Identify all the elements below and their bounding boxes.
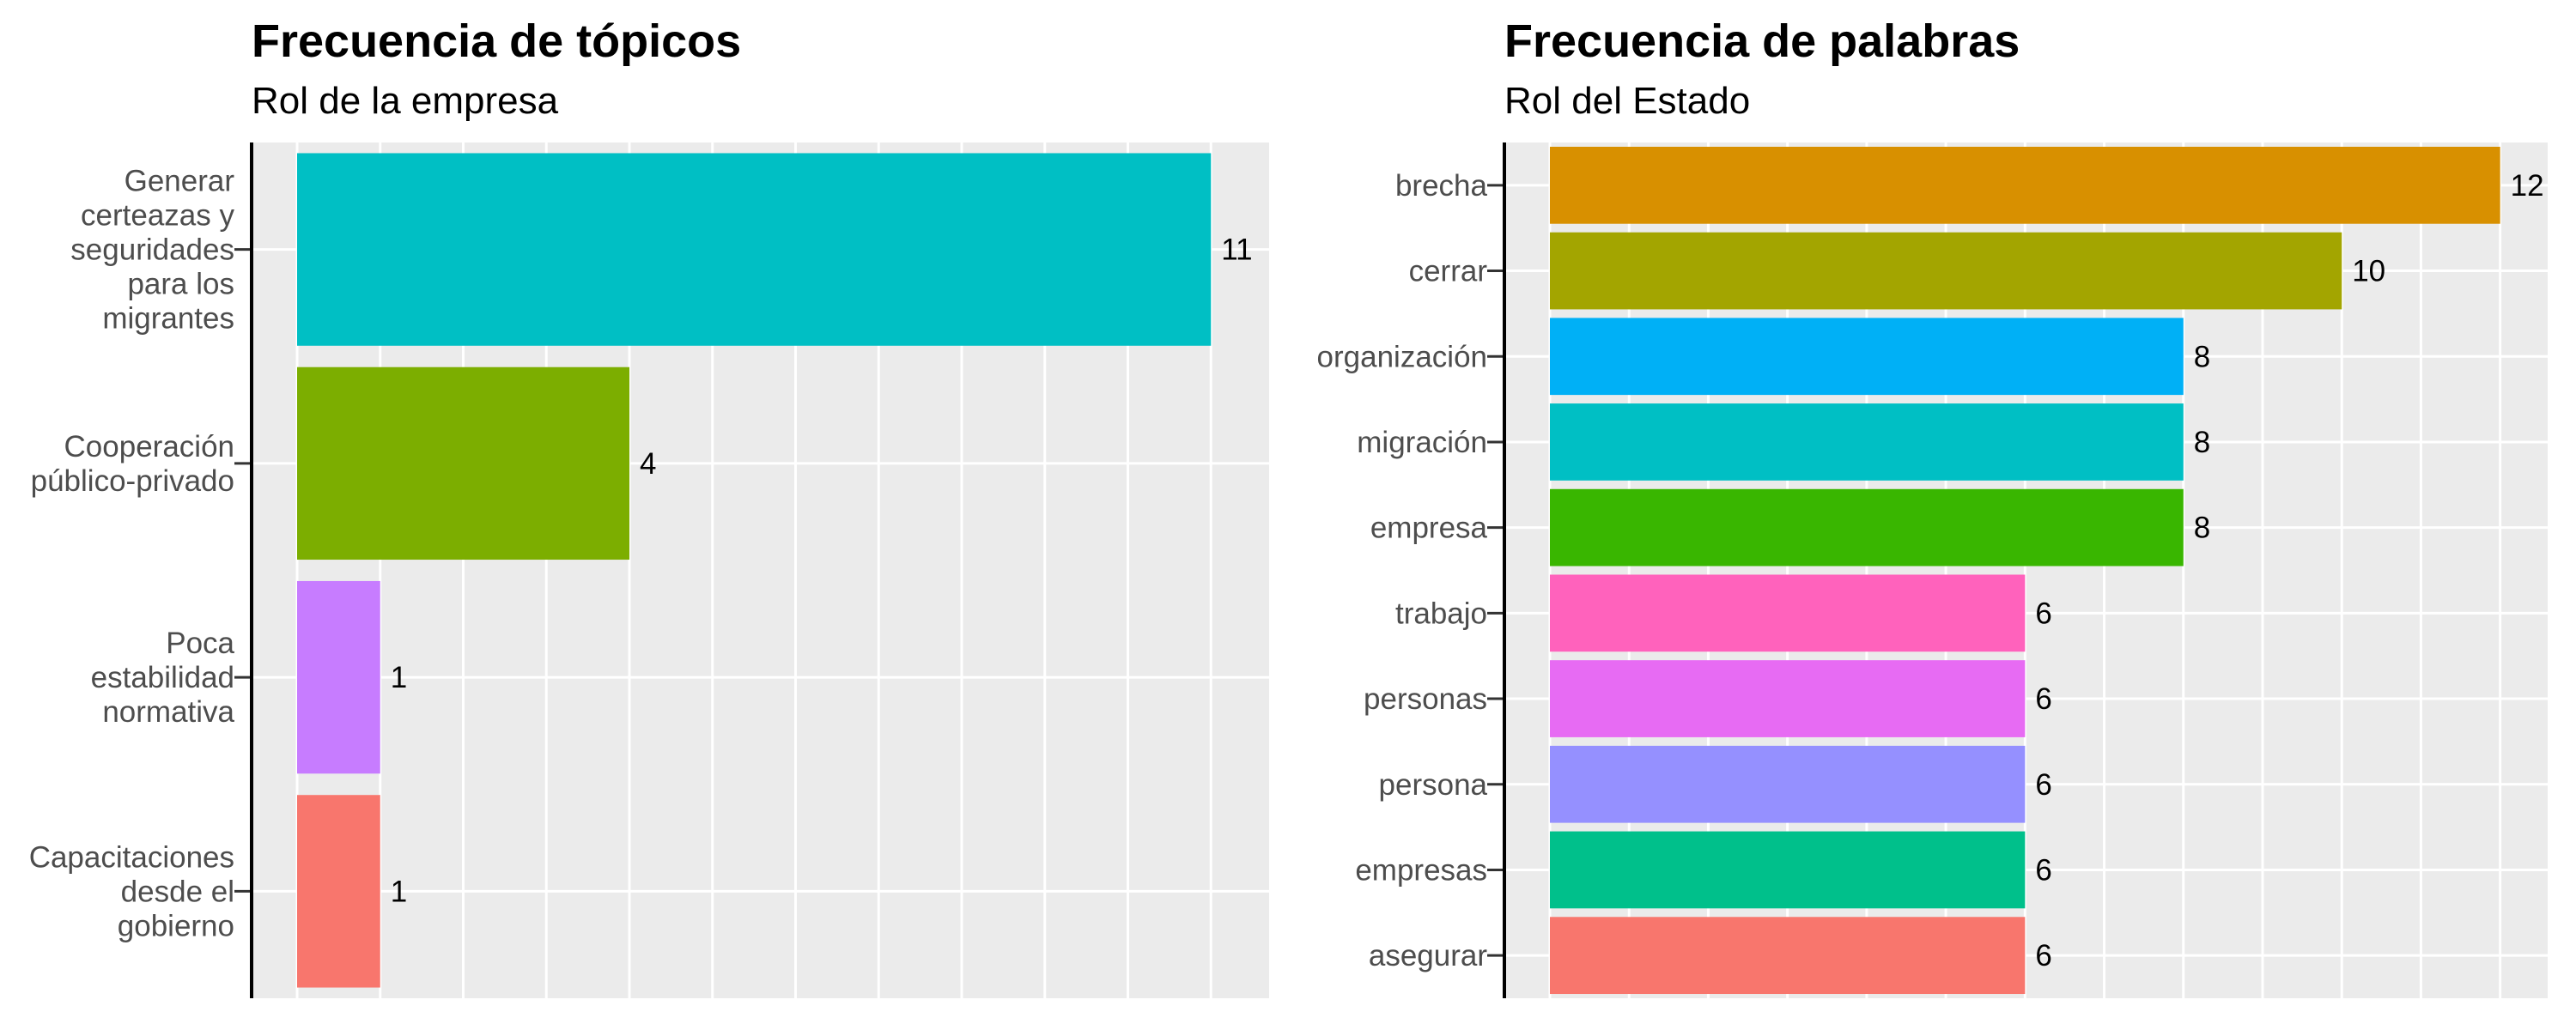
tick-label: persona bbox=[1379, 768, 1488, 802]
data-label: 8 bbox=[2194, 340, 2210, 373]
bar bbox=[297, 795, 380, 988]
tick-label: asegurar bbox=[1369, 939, 1487, 972]
tick-label: migración bbox=[1357, 426, 1487, 459]
chart-title: Frecuencia de palabras bbox=[1504, 15, 2020, 67]
data-label: 6 bbox=[2035, 768, 2051, 802]
chart-words: Frecuencia de palabras Rol del Estado 12 br… bbox=[1317, 15, 2548, 998]
bar bbox=[1550, 146, 2500, 224]
bar bbox=[1550, 574, 2026, 652]
tick-label: brecha bbox=[1395, 169, 1488, 203]
bar bbox=[1550, 403, 2184, 481]
bar bbox=[1550, 318, 2184, 396]
bar bbox=[1550, 745, 2026, 823]
bar bbox=[1550, 232, 2342, 310]
data-label: 6 bbox=[2035, 682, 2051, 716]
data-label: 10 bbox=[2352, 255, 2385, 288]
data-label: 8 bbox=[2194, 426, 2210, 459]
chart-subtitle: Rol del Estado bbox=[1504, 80, 1750, 122]
data-label: 12 bbox=[2511, 169, 2544, 203]
tick-label: trabajo bbox=[1395, 597, 1487, 630]
tick-label: cerrar bbox=[1409, 255, 1488, 288]
bar bbox=[297, 367, 630, 560]
data-label: 1 bbox=[391, 875, 407, 908]
data-label: 6 bbox=[2035, 939, 2051, 972]
chart-title: Frecuencia de tópicos bbox=[252, 15, 741, 67]
bar bbox=[297, 580, 380, 774]
tick-label: empresa bbox=[1370, 512, 1488, 545]
bar bbox=[297, 153, 1212, 346]
chart-subtitle: Rol de la empresa bbox=[252, 80, 559, 122]
data-label: 4 bbox=[640, 447, 656, 481]
tick-label: Cooperación público-privado bbox=[31, 430, 234, 498]
tick-label: Capacitaciones desde el gobierno bbox=[29, 840, 234, 942]
tick-label: Generar certeazas y seguridades para los mig… bbox=[70, 165, 234, 336]
data-label: 1 bbox=[391, 661, 407, 694]
data-label: 6 bbox=[2035, 853, 2051, 887]
bar bbox=[1550, 488, 2184, 566]
data-label: 11 bbox=[1221, 233, 1252, 267]
tick-label: empresas bbox=[1355, 853, 1487, 887]
data-label: 6 bbox=[2035, 597, 2051, 630]
tick-label: Poca estabilidad normativa bbox=[91, 627, 235, 729]
tick-label: organización bbox=[1317, 340, 1487, 373]
bar bbox=[1550, 831, 2026, 909]
tick-label: personas bbox=[1364, 682, 1487, 716]
bar bbox=[1550, 660, 2026, 737]
data-label: 8 bbox=[2194, 512, 2210, 545]
bar bbox=[1550, 917, 2026, 995]
